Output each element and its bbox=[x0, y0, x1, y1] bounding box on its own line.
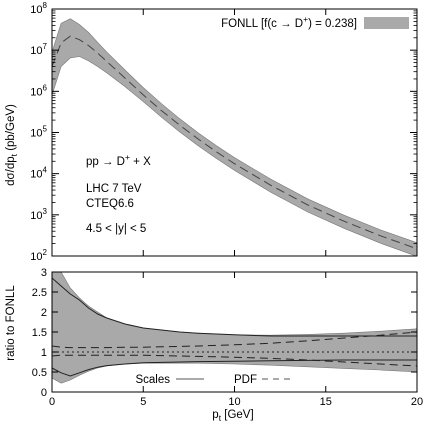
legend-fonll-text-a: FONLL [f(c → D bbox=[221, 18, 303, 30]
ylabel-unit: (pb/GeV) bbox=[5, 104, 17, 154]
tick-base: 10 bbox=[30, 210, 42, 222]
ratio-y-axis-label: ratio to FONLL bbox=[5, 285, 17, 361]
legend-pdf-label: PDF bbox=[234, 374, 257, 386]
xlabel-unit: [GeV] bbox=[221, 409, 254, 421]
top-y-tick-label: 108 bbox=[30, 1, 47, 16]
ratio-lines-layer bbox=[52, 277, 417, 377]
ratio-band-layer bbox=[52, 272, 417, 384]
ratio-x-tick-label: 20 bbox=[411, 396, 423, 408]
tick-base: 10 bbox=[30, 86, 42, 98]
pdf-annotation: CTEQ6.6 bbox=[86, 198, 134, 210]
spectrum-plot-frame bbox=[51, 8, 418, 257]
tick-base: 10 bbox=[30, 251, 42, 263]
top-y-tick-label: 102 bbox=[30, 248, 47, 263]
ratio-y-tick-label: 2 bbox=[41, 307, 47, 319]
top-y-tick-label: 107 bbox=[30, 42, 47, 57]
tick-exponent: 2 bbox=[43, 248, 48, 257]
ratio-pdf-lower-line bbox=[52, 354, 417, 367]
spectrum-legend: FONLL [f(c → D+) = 0.238] bbox=[221, 14, 409, 30]
x-axis-label: pt [GeV] bbox=[212, 409, 253, 423]
fonll-central-line bbox=[52, 35, 417, 250]
xlabel-subscript: t bbox=[219, 413, 222, 423]
ylabel-subscript: t bbox=[9, 153, 19, 156]
tick-base: 10 bbox=[30, 128, 42, 140]
ratio-scales-upper-line bbox=[52, 277, 417, 337]
ratio-x-tick-label: 10 bbox=[228, 396, 240, 408]
tick-exponent: 4 bbox=[43, 166, 48, 175]
legend-fonll-label: FONLL [f(c → D+) = 0.238] bbox=[221, 14, 357, 30]
ylabel-main: dσ/dp bbox=[5, 156, 17, 185]
ratio-panel: 0 5 10 15 20 0 0.5 1 1.5 2 2.5 3 ratio to FONLL pt … bbox=[5, 267, 423, 423]
spectrum-lines-layer bbox=[52, 35, 417, 250]
process-text-a: pp → D bbox=[86, 156, 125, 168]
legend-fonll-text-b: ) = 0.238] bbox=[308, 18, 357, 30]
ratio-y-tick-label: 3 bbox=[41, 267, 47, 279]
top-y-tick-label: 104 bbox=[30, 166, 47, 181]
tick-exponent: 5 bbox=[43, 125, 48, 134]
ratio-x-tick-label: 5 bbox=[140, 396, 146, 408]
uncertainty-band-layer bbox=[52, 18, 417, 256]
fonll-uncertainty-band bbox=[52, 18, 417, 256]
ratio-y-tick-label: 0.5 bbox=[32, 367, 47, 379]
top-y-tick-label: 106 bbox=[30, 83, 47, 98]
ratio-x-tick-label: 0 bbox=[49, 396, 55, 408]
tick-base: 10 bbox=[30, 45, 42, 57]
tick-base: 10 bbox=[30, 169, 42, 181]
tick-exponent: 6 bbox=[43, 83, 48, 92]
ratio-y-tick-label: 0 bbox=[41, 387, 47, 399]
energy-annotation: LHC 7 TeV bbox=[86, 183, 142, 195]
tick-base: 10 bbox=[30, 4, 42, 16]
ratio-ticks-layer: 0 5 10 15 20 0 0.5 1 1.5 2 2.5 3 bbox=[32, 267, 423, 408]
ratio-pdf-upper-line bbox=[52, 331, 417, 349]
process-superscript: + bbox=[125, 152, 130, 162]
xlabel-main: p bbox=[212, 409, 218, 421]
process-text-b: + X bbox=[130, 156, 151, 168]
ratio-legend: Scales PDF bbox=[135, 374, 290, 386]
ratio-x-tick-label: 15 bbox=[320, 396, 332, 408]
ratio-uncertainty-band bbox=[52, 272, 417, 384]
tick-exponent: 7 bbox=[43, 42, 48, 51]
tick-exponent: 3 bbox=[43, 207, 48, 216]
legend-fonll-swatch bbox=[364, 17, 409, 29]
top-y-tick-label: 103 bbox=[30, 207, 47, 222]
rapidity-annotation: 4.5 < |y| < 5 bbox=[86, 223, 146, 235]
tick-exponent: 8 bbox=[43, 1, 48, 10]
ratio-y-tick-label: 2.5 bbox=[32, 287, 47, 299]
top-y-tick-label: 105 bbox=[30, 125, 47, 140]
process-annotation: pp → D+ + X bbox=[86, 152, 151, 168]
spectrum-y-axis-label: dσ/dpt (pb/GeV) bbox=[5, 104, 19, 186]
ratio-y-tick-label: 1 bbox=[41, 347, 47, 359]
ratio-y-tick-label: 1.5 bbox=[32, 327, 47, 339]
legend-scales-label: Scales bbox=[135, 374, 170, 386]
legend-fonll-superscript: + bbox=[303, 14, 308, 24]
spectrum-annotations: pp → D+ + X LHC 7 TeV CTEQ6.6 4.5 < |y| … bbox=[86, 152, 151, 235]
